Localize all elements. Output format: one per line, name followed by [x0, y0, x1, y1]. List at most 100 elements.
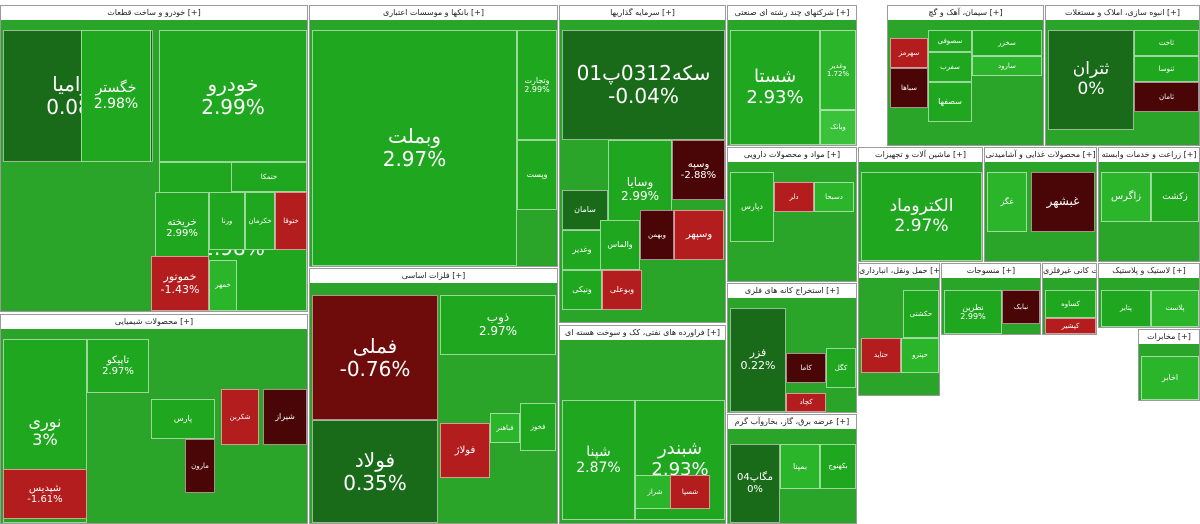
- treemap-tile[interactable]: ورنا: [209, 192, 245, 250]
- tile-symbol: ونیکی: [572, 285, 592, 295]
- treemap-tile[interactable]: وغدیر: [562, 230, 602, 270]
- treemap-tile[interactable]: تاپیکو 2.97%: [87, 339, 149, 393]
- treemap-tile[interactable]: وبوعلی: [602, 270, 642, 310]
- treemap-tile[interactable]: پارس: [151, 399, 215, 439]
- treemap-tile[interactable]: دپارس: [730, 172, 774, 242]
- treemap-tile[interactable]: کساوه: [1045, 290, 1096, 318]
- treemap-tile[interactable]: ختوقا: [275, 192, 307, 250]
- sector-header[interactable]: مخابرات [+]: [1139, 330, 1199, 345]
- treemap-tile[interactable]: مگاپ04 0%: [730, 444, 780, 523]
- treemap-tile[interactable]: وبانک: [820, 110, 856, 145]
- tile-symbol: تاپیکو: [106, 354, 130, 366]
- treemap-tile[interactable]: فولاژ: [440, 423, 490, 478]
- treemap-tile[interactable]: کگل: [826, 348, 856, 388]
- sector-header[interactable]: محصولات شیمیایی [+]: [1, 315, 307, 330]
- treemap-tile[interactable]: کچاد: [786, 393, 826, 412]
- treemap-tile[interactable]: دلر: [774, 182, 814, 212]
- sector-header[interactable]: منسوجات [+]: [942, 264, 1040, 279]
- treemap-tile[interactable]: الکتروماد 2.97%: [861, 172, 982, 261]
- treemap-tile[interactable]: زاگرس: [1101, 172, 1151, 222]
- treemap-tile[interactable]: شکربن: [221, 389, 259, 445]
- sector-header[interactable]: ماشین آلات و تجهیزات [+]: [859, 148, 982, 163]
- treemap-tile[interactable]: ختمکا: [231, 162, 307, 192]
- treemap-tile[interactable]: وغدیر 1.72%: [820, 30, 856, 110]
- treemap-tile[interactable]: غگز: [987, 172, 1027, 232]
- treemap-tile[interactable]: شراز: [635, 475, 675, 509]
- treemap-tile[interactable]: حکشتی: [903, 290, 939, 338]
- treemap-tile[interactable]: سخزر: [972, 30, 1042, 56]
- treemap-tile[interactable]: ثاخت: [1134, 30, 1199, 56]
- sector-header[interactable]: استخراج کانه های فلزی [+]: [728, 284, 856, 299]
- treemap-tile[interactable]: وتجارت 2.99%: [517, 30, 557, 140]
- treemap-tile[interactable]: زکشت: [1151, 172, 1199, 222]
- treemap-tile[interactable]: فولاد 0.35%: [312, 420, 438, 523]
- treemap-tile[interactable]: حتاید: [861, 338, 901, 373]
- treemap-tile[interactable]: حپترو: [901, 338, 939, 373]
- treemap-tile[interactable]: کپشیر: [1045, 318, 1096, 334]
- treemap-tile[interactable]: شستا 2.93%: [730, 30, 820, 145]
- treemap-tile[interactable]: دسبحا: [814, 182, 854, 212]
- treemap-tile[interactable]: نبابک: [1002, 290, 1040, 324]
- treemap-tile[interactable]: مارون: [185, 439, 215, 493]
- treemap-tile[interactable]: بمپنا: [780, 444, 820, 489]
- treemap-tile[interactable]: وپست: [517, 140, 557, 210]
- treemap-tile[interactable]: پلاست: [1151, 290, 1199, 327]
- treemap-tile[interactable]: خریخته 2.99%: [155, 192, 209, 264]
- sector-header[interactable]: بانکها و موسسات اعتباری [+]: [310, 6, 557, 21]
- treemap-tile[interactable]: سکه0312پ01 -0.04%: [562, 30, 725, 140]
- treemap-tile[interactable]: ثتران 0%: [1048, 30, 1134, 130]
- sector-header[interactable]: مواد و محصولات دارویی [+]: [728, 148, 856, 163]
- sector-header[interactable]: لاستیک و پلاستیک [+]: [1099, 264, 1199, 279]
- sector-header[interactable]: محصولات غذایی و آشامیدنی [+]: [985, 148, 1096, 163]
- treemap-tile[interactable]: فخوز: [520, 403, 556, 451]
- treemap-tile[interactable]: خودرو 2.99%: [159, 30, 307, 162]
- treemap-tile[interactable]: کاما: [786, 353, 826, 383]
- sector-header[interactable]: فلزات اساسی [+]: [310, 269, 557, 284]
- treemap-tile[interactable]: ثامان: [1134, 82, 1199, 112]
- treemap-tile[interactable]: وسپهر: [674, 210, 724, 260]
- treemap-tile[interactable]: خگستر 2.98%: [81, 30, 151, 162]
- treemap-tile[interactable]: بکهنوج: [820, 444, 856, 489]
- treemap-tile[interactable]: غبشهر: [1031, 172, 1095, 232]
- treemap-tile[interactable]: خکرمان: [245, 192, 275, 250]
- tile-change: -0.76%: [339, 356, 411, 381]
- sector-header[interactable]: انبوه سازی، املاک و مستغلات [+]: [1046, 6, 1199, 21]
- sector-header[interactable]: حمل ونقل، انبارداری [+]: [859, 264, 939, 279]
- treemap-tile[interactable]: نطرین 2.99%: [944, 290, 1002, 334]
- sector-header[interactable]: عرضه برق، گاز، بخاروآب گرم [+]: [728, 415, 856, 430]
- treemap-tile[interactable]: ثنوسا: [1134, 56, 1199, 82]
- treemap-tile[interactable]: سارود: [972, 56, 1042, 76]
- tile-symbol: سارود: [998, 61, 1016, 70]
- treemap-tile[interactable]: وسپه -2.88%: [672, 140, 725, 200]
- treemap-tile[interactable]: شیراز: [263, 389, 307, 445]
- treemap-tile[interactable]: سصفها: [928, 82, 972, 122]
- treemap-tile[interactable]: سامان: [562, 190, 608, 230]
- treemap-tile[interactable]: سفرب: [928, 52, 972, 82]
- treemap-tile[interactable]: شسپا: [670, 475, 710, 509]
- treemap-tile[interactable]: خمهر: [209, 260, 237, 311]
- treemap-tile[interactable]: سباها: [890, 68, 928, 108]
- treemap-tile[interactable]: ذوب 2.97%: [440, 295, 556, 355]
- treemap-tile[interactable]: وبهمن: [640, 210, 674, 260]
- treemap-tile[interactable]: سصوفی: [928, 30, 972, 52]
- treemap-tile[interactable]: شپنا 2.87%: [562, 400, 635, 520]
- treemap-tile[interactable]: خموتور -1.43%: [151, 256, 209, 311]
- treemap-tile[interactable]: شپدیس -1.61%: [3, 469, 87, 519]
- treemap-tile[interactable]: فباهنر: [490, 413, 520, 443]
- sector-header[interactable]: فراورده های نفتی، کک و سوخت هسته ای [+]: [560, 326, 725, 341]
- treemap-tile[interactable]: ونیکی: [562, 270, 602, 310]
- treemap-tile[interactable]: وبملت 2.97%: [312, 30, 517, 266]
- treemap-tile[interactable]: اخابر: [1141, 356, 1199, 400]
- sector-header[interactable]: خودرو و ساخت قطعات [+]: [1, 6, 307, 21]
- treemap-tile[interactable]: پتایر: [1101, 290, 1151, 327]
- sector-header[interactable]: سایر محصولات کانی غیرفلزی [+]: [1043, 264, 1096, 279]
- treemap-tile[interactable]: والماس: [600, 220, 640, 270]
- sector-rubber: لاستیک و پلاستیک [+] پتایر پلاست: [1098, 263, 1200, 328]
- sector-header[interactable]: سرمایه گذاریها [+]: [560, 6, 725, 21]
- sector-header[interactable]: زراعت و خدمات وابسته [+]: [1099, 148, 1199, 163]
- treemap-tile[interactable]: فزر 0.22%: [730, 308, 786, 412]
- treemap-tile[interactable]: فملی -0.76%: [312, 295, 438, 420]
- sector-header[interactable]: شرکتهای چند رشته ای صنعتی [+]: [728, 6, 856, 21]
- treemap-tile[interactable]: سهرمز: [890, 38, 928, 68]
- sector-header[interactable]: سیمان، آهک و گچ [+]: [888, 6, 1043, 21]
